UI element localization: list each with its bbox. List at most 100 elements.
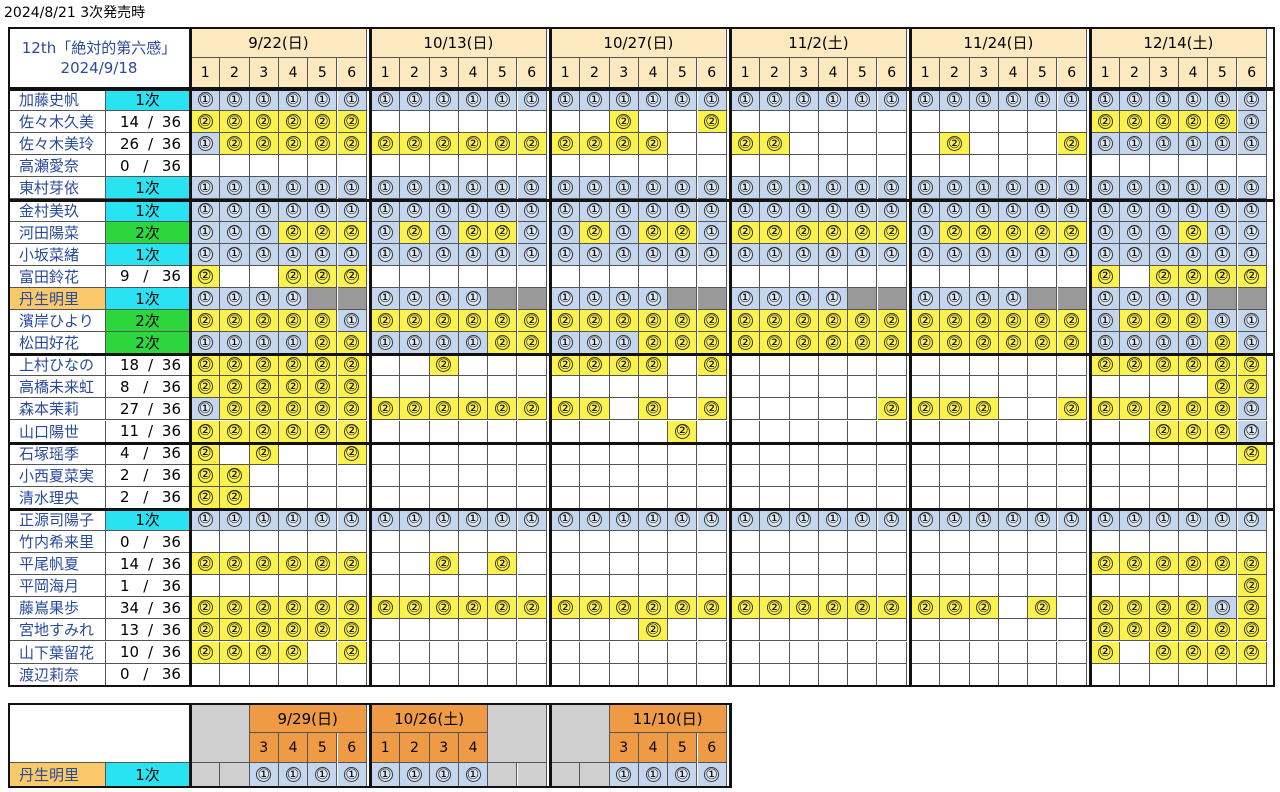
first-round-mark: ① — [1097, 135, 1113, 152]
win-count-total: 36 — [161, 112, 181, 131]
member-name: 平尾帆夏 — [9, 553, 106, 576]
member-name: 佐々木美玲 — [9, 133, 106, 156]
result-cell — [337, 486, 367, 509]
result-cell — [697, 619, 727, 642]
result-cell: ① — [191, 243, 221, 266]
result-cell — [668, 287, 698, 310]
second-round-mark: ② — [436, 312, 452, 329]
result-cell — [789, 398, 819, 421]
result-cell — [609, 265, 639, 288]
first-round-mark: ① — [1126, 246, 1142, 263]
performance-number-header: 3 — [249, 733, 279, 763]
performance-number-header: 6 — [697, 733, 727, 763]
result-cell — [337, 531, 367, 554]
result-cell: ① — [697, 243, 727, 266]
result-cell: ① — [1237, 221, 1267, 244]
result-cell: ② — [877, 310, 907, 333]
result-cell — [848, 663, 878, 686]
result-cell — [940, 619, 970, 642]
result-cell: ② — [220, 619, 250, 642]
result-cell — [668, 464, 698, 487]
first-round-mark: ① — [436, 202, 452, 219]
result-cell: ① — [1028, 199, 1058, 222]
result-cell: ② — [1120, 398, 1150, 421]
result-cell — [488, 265, 518, 288]
result-cell — [760, 111, 790, 134]
result-cell — [668, 354, 698, 377]
result-cell: ① — [278, 287, 309, 310]
result-cell: ② — [877, 221, 907, 244]
first-round-mark: ① — [796, 179, 812, 196]
second-round-mark: ② — [946, 334, 962, 351]
result-cell — [638, 376, 669, 399]
result-cell — [1120, 442, 1150, 465]
result-cell: ② — [1057, 398, 1087, 421]
second-round-mark: ② — [1034, 312, 1050, 329]
result-cell — [1120, 155, 1150, 178]
result-cell — [249, 531, 279, 554]
result-cell — [818, 531, 849, 554]
performance-number-header: 6 — [517, 58, 547, 89]
result-cell — [400, 553, 430, 576]
result-cell — [308, 531, 338, 554]
first-round-mark: ① — [1214, 224, 1230, 241]
first-round-mark: ① — [344, 312, 360, 329]
first-round-mark: ① — [1156, 135, 1172, 152]
first-round-mark: ① — [645, 511, 661, 528]
result-cell: ② — [429, 310, 459, 333]
result-cell: ② — [609, 310, 639, 333]
result-cell — [429, 531, 459, 554]
second-round-mark: ② — [256, 555, 272, 572]
result-cell: ① — [1149, 89, 1179, 112]
result-cell — [249, 486, 279, 509]
second-round-mark: ② — [917, 312, 933, 329]
first-round-mark: ① — [674, 511, 690, 528]
result-cell: ① — [458, 508, 489, 531]
result-cell: ① — [371, 508, 401, 531]
result-cell: ② — [911, 310, 941, 333]
result-cell — [697, 464, 727, 487]
second-round-mark: ② — [1034, 224, 1050, 241]
second-round-mark: ② — [226, 489, 242, 506]
result-cell: ① — [551, 221, 581, 244]
result-cell: ② — [580, 354, 610, 377]
first-round-mark: ① — [917, 224, 933, 241]
result-cell — [731, 486, 761, 509]
win-count-total: 36 — [161, 488, 181, 507]
result-cell — [760, 376, 790, 399]
first-round-mark: ① — [1097, 179, 1113, 196]
result-cell — [1028, 464, 1058, 487]
second-round-mark: ② — [1126, 400, 1142, 417]
result-cell: ① — [1208, 199, 1238, 222]
result-cell: ① — [458, 177, 489, 200]
result-cell — [969, 265, 999, 288]
win-count-total: 36 — [161, 156, 181, 175]
result-cell — [249, 663, 279, 686]
result-cell: ② — [1208, 398, 1238, 421]
second-round-mark: ② — [674, 423, 690, 440]
result-cell: ① — [308, 243, 338, 266]
result-cell: ① — [609, 243, 639, 266]
first-round-mark: ① — [616, 179, 632, 196]
result-cell: ① — [488, 89, 518, 112]
second-round-mark: ② — [645, 621, 661, 638]
win-count-total: 36 — [161, 554, 181, 573]
first-round-mark: ① — [1034, 179, 1050, 196]
first-round-mark: ① — [344, 246, 360, 263]
win-count-total: 36 — [161, 620, 181, 639]
result-cell: ① — [609, 332, 639, 355]
result-cell: ② — [337, 398, 367, 421]
win-count-separator: / — [147, 134, 154, 153]
result-cell: ① — [1091, 199, 1121, 222]
result-cell: ① — [877, 199, 907, 222]
result-cell: ② — [220, 553, 250, 576]
result-cell — [429, 663, 459, 686]
member-name: 竹内希来里 — [9, 531, 106, 554]
result-cell: ② — [191, 619, 221, 642]
result-cell: ② — [278, 221, 309, 244]
win-count: 27/36 — [106, 398, 190, 421]
result-cell — [517, 486, 547, 509]
result-cell: ② — [400, 597, 430, 620]
result-cell: ① — [249, 221, 279, 244]
